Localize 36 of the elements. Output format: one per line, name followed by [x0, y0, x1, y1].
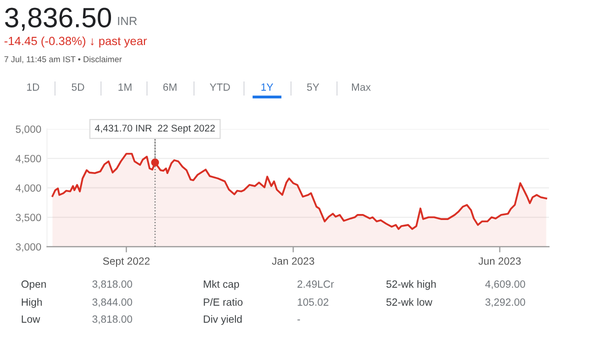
text: 3,818.00 [92, 315, 132, 324]
text: INR [118, 16, 137, 26]
y-tick-label: 5,000 [16, 126, 42, 134]
y-tick-label: 4,000 [16, 184, 42, 193]
text: P/E ratio [204, 298, 243, 306]
x-tick-label: Jun 2023 [478, 257, 521, 265]
text: 1Y [261, 84, 274, 91]
chart-title: 3,836.50 [5, 8, 112, 31]
y-tick-label: 4,500 [16, 154, 42, 164]
y-tick-label: 3,000 [16, 243, 42, 252]
text: 3,844.00 [92, 298, 132, 308]
text: 4,609.00 [485, 280, 526, 290]
text: High [22, 298, 42, 308]
text: Open [21, 280, 46, 290]
text: 6M [163, 83, 176, 91]
x-tick-label: Jan 2023 [272, 257, 314, 265]
text: 7 Jul, 11:45 am IST • Disclaimer [4, 56, 122, 64]
text: Low [22, 316, 40, 323]
text: YTD [210, 84, 230, 91]
annotation: 4,431.70 INR 22 Sept 2022 [94, 124, 215, 134]
text: 3,292.00 [485, 298, 526, 308]
text: 5D [72, 84, 84, 91]
text: 5Y [307, 84, 320, 91]
x-tick-label: Sept 2022 [103, 257, 150, 267]
text: 1D [27, 84, 40, 91]
text: Div yield [204, 315, 242, 325]
text: 3,818.00 [92, 280, 132, 290]
text: 52-wk high [386, 280, 436, 290]
text: 52-wk low [386, 298, 432, 306]
text: 2.49LCr [298, 280, 334, 288]
text: Mkt cap [204, 280, 240, 290]
text: Max [352, 84, 371, 91]
text: 1M [118, 84, 132, 91]
chart-subtitle: -14.45 (-0.38%) ↓ past year [4, 36, 147, 48]
y-tick-label: 3,500 [16, 214, 42, 222]
text: 105.02 [298, 298, 328, 306]
